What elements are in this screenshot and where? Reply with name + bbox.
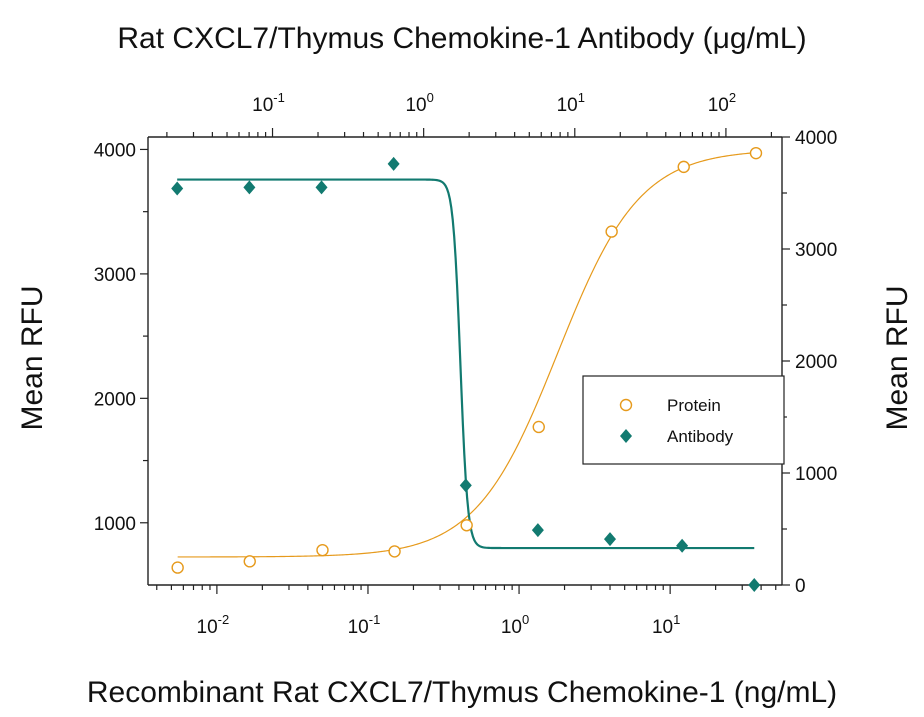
- x-axis-label: Recombinant Rat CXCL7/Thymus Chemokine-1…: [87, 676, 837, 709]
- x-bottom-tick-label: 100: [501, 612, 529, 638]
- y-right-tick-label: 0: [795, 576, 806, 597]
- protein-point: [532, 420, 545, 434]
- y-axis-label-right: Mean RFU: [881, 285, 914, 430]
- y-left-tick-label: 1000: [94, 514, 136, 535]
- fit-curves: [177, 152, 757, 558]
- x-bottom-tick-label: 10-2: [197, 612, 230, 638]
- y-left-tick-label: 2000: [94, 389, 136, 410]
- protein-point: [388, 545, 401, 558]
- data-points: [171, 146, 763, 592]
- legend: Protein Antibody: [582, 375, 785, 465]
- protein-point: [316, 543, 329, 557]
- y-right-tick-label: 1000: [795, 464, 837, 485]
- antibody-point: [603, 532, 616, 547]
- legend-protein-marker: [619, 398, 633, 412]
- legend-antibody-label: Antibody: [667, 427, 734, 446]
- y-left-tick-label: 3000: [94, 265, 136, 286]
- y-left-tick-label: 4000: [94, 140, 136, 161]
- antibody-point: [243, 180, 256, 195]
- legend-protein-label: Protein: [667, 396, 721, 415]
- x-bottom-tick-label: 101: [652, 612, 680, 638]
- protein-point: [605, 225, 618, 238]
- y-right-tick-label: 4000: [795, 128, 837, 149]
- protein-fit-curve: [177, 152, 757, 558]
- legend-antibody-marker: [620, 429, 632, 443]
- protein-point: [171, 561, 184, 574]
- x-top-tick-label: 100: [405, 90, 433, 116]
- x-bottom-tick-label: 10-1: [348, 612, 381, 638]
- y-right-tick-label: 2000: [795, 352, 837, 373]
- x-top-tick-label: 102: [708, 90, 736, 116]
- chart-title: Rat CXCL7/Thymus Chemokine-1 Antibody (μ…: [117, 22, 806, 55]
- protein-point: [677, 160, 690, 174]
- protein-point: [460, 519, 473, 532]
- protein-point: [243, 555, 256, 568]
- protein-point: [749, 146, 763, 160]
- antibody-point: [676, 538, 689, 553]
- x-top-tick-label: 101: [557, 90, 585, 116]
- x-top-tick-label: 10-1: [252, 90, 285, 116]
- antibody-point: [531, 523, 544, 538]
- axes: 10-2 10-1 100 101 10-1 100 101 102 1000 2000 3000 4…: [94, 90, 838, 638]
- antibody-point: [387, 156, 400, 171]
- antibody-point: [748, 578, 761, 592]
- legend-box: [582, 375, 785, 465]
- antibody-fit-curve: [177, 178, 755, 550]
- y-axis-label-left: Mean RFU: [16, 285, 49, 430]
- y-right-tick-label: 3000: [795, 240, 837, 261]
- antibody-point: [459, 478, 472, 493]
- antibody-point: [171, 181, 184, 196]
- antibody-point: [315, 180, 328, 195]
